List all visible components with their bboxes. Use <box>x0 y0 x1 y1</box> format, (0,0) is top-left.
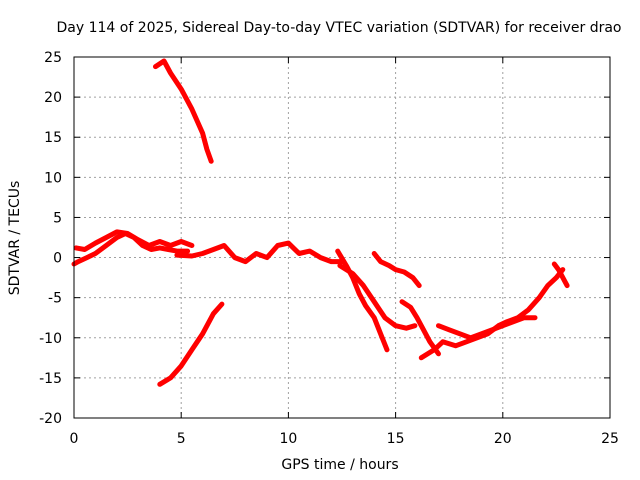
y-tick-label: -5 <box>48 291 62 307</box>
x-tick-label: 15 <box>387 431 405 447</box>
series-arc-1 <box>153 58 214 164</box>
series-arc-12 <box>551 261 570 289</box>
y-tick-label: 10 <box>44 170 62 186</box>
y-tick-label: -10 <box>39 331 62 347</box>
grid <box>74 57 610 418</box>
x-tick-label: 10 <box>279 431 297 447</box>
axes: 0 5 10 15 20 25 -20 -15 -10 -5 0 5 10 15 20 25 <box>39 50 619 447</box>
y-tick-label: -20 <box>39 411 62 427</box>
series-arc-5 <box>174 240 345 265</box>
series-arc-10 <box>418 267 566 361</box>
chart-title: Day 114 of 2025, Sidereal Day-to-day VTE… <box>56 20 621 36</box>
data-series <box>71 58 570 387</box>
series-arc-2 <box>157 301 225 387</box>
x-tick-label: 0 <box>70 431 79 447</box>
y-tick-label: 25 <box>44 50 62 66</box>
x-tick-label: 25 <box>601 431 619 447</box>
y-axis-label: SDTVAR / TECUs <box>7 181 23 296</box>
series-arc-4 <box>73 229 195 252</box>
y-tick-label: 5 <box>53 210 62 226</box>
series-arc-11 <box>436 315 538 341</box>
y-tick-label: 15 <box>44 130 62 146</box>
series-arc-8 <box>371 251 422 289</box>
series-arc-9 <box>399 299 441 357</box>
x-axis-label: GPS time / hours <box>281 457 398 473</box>
series-arc-7 <box>337 263 418 331</box>
y-tick-label: -15 <box>39 371 62 387</box>
x-tick-label: 20 <box>494 431 512 447</box>
x-tick-label: 5 <box>177 431 186 447</box>
plot-frame <box>73 56 611 419</box>
y-tick-label: 20 <box>44 90 62 106</box>
y-tick-label: 0 <box>53 251 62 267</box>
